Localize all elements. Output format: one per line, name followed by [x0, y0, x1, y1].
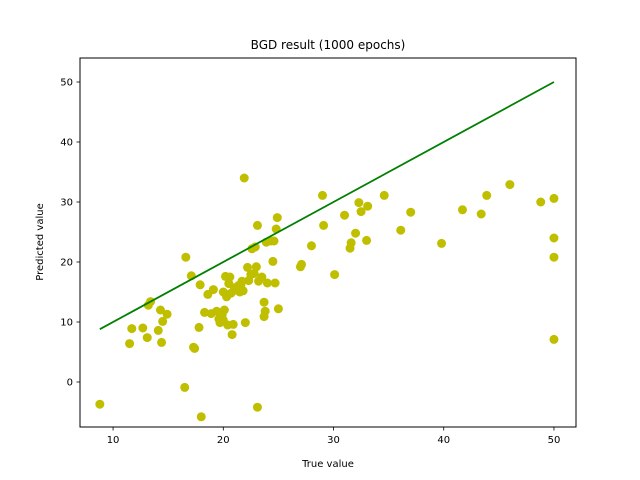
data-point — [181, 252, 191, 262]
data-point — [252, 220, 262, 230]
data-point — [138, 323, 148, 333]
data-point — [317, 190, 327, 200]
data-point — [356, 207, 366, 217]
data-point — [379, 190, 389, 200]
data-point — [95, 399, 105, 409]
data-point — [142, 333, 152, 343]
data-point — [243, 262, 253, 272]
data-point — [363, 201, 373, 211]
y-axis-label: Predicted value — [35, 203, 46, 280]
data-point — [549, 193, 559, 203]
y-tick-label: 10 — [60, 318, 73, 329]
y-tick-label: 40 — [60, 138, 73, 149]
data-point — [208, 285, 218, 295]
x-tick-label: 10 — [107, 435, 120, 446]
data-point — [362, 235, 372, 245]
data-point — [219, 305, 229, 315]
x-tick-label: 30 — [327, 435, 340, 446]
data-point — [252, 402, 262, 412]
x-axis-ticks: 10 20 30 40 50 — [107, 427, 561, 446]
data-point — [351, 228, 361, 238]
chart-title: BGD result (1000 epochs) — [251, 38, 406, 52]
data-point — [127, 324, 137, 334]
data-point — [190, 343, 200, 353]
data-point — [257, 272, 267, 282]
y-tick-label: 20 — [60, 258, 73, 269]
data-point — [250, 242, 260, 252]
data-point — [549, 233, 559, 243]
data-point — [476, 209, 486, 219]
data-point — [297, 259, 307, 269]
y-tick-label: 30 — [60, 198, 73, 209]
data-point — [536, 197, 546, 207]
data-point — [269, 236, 279, 246]
data-point — [272, 213, 282, 223]
data-point — [457, 205, 467, 215]
data-point — [306, 241, 316, 251]
data-point — [260, 306, 270, 316]
data-point — [237, 276, 247, 286]
data-points — [95, 173, 559, 422]
data-point — [262, 278, 272, 288]
data-point — [153, 325, 163, 335]
data-point — [346, 238, 356, 248]
data-point — [259, 297, 269, 307]
data-point — [268, 256, 278, 266]
y-tick-label: 0 — [67, 378, 73, 389]
data-point — [273, 304, 283, 314]
data-point — [330, 270, 340, 280]
data-point — [505, 180, 515, 190]
data-point — [157, 337, 167, 347]
data-point — [549, 334, 559, 344]
x-tick-label: 50 — [548, 435, 561, 446]
data-point — [125, 339, 135, 349]
data-point — [240, 318, 250, 328]
data-point — [396, 225, 406, 235]
x-tick-label: 40 — [437, 435, 450, 446]
data-point — [238, 286, 248, 296]
data-point — [228, 319, 238, 329]
data-point — [225, 272, 235, 282]
data-point — [162, 309, 172, 319]
data-point — [340, 210, 350, 220]
x-axis-label: True value — [301, 459, 354, 470]
data-point — [158, 316, 168, 326]
data-point — [482, 190, 492, 200]
x-tick-label: 20 — [217, 435, 230, 446]
data-point — [437, 238, 447, 248]
data-point — [196, 412, 206, 422]
reference-line — [99, 81, 555, 330]
data-point — [319, 220, 329, 230]
data-point — [239, 173, 249, 183]
data-point — [354, 198, 364, 208]
y-tick-label: 50 — [60, 78, 73, 89]
data-point — [270, 278, 280, 288]
data-point — [227, 330, 237, 340]
y-axis-ticks: 0 10 20 30 40 50 — [60, 78, 80, 389]
data-point — [251, 262, 261, 272]
plot-frame — [79, 57, 577, 428]
data-point — [406, 207, 416, 217]
data-point — [549, 252, 559, 262]
data-point — [180, 382, 190, 392]
reference-line-group — [99, 81, 555, 330]
data-point — [155, 305, 165, 315]
data-point — [195, 280, 205, 290]
data-point — [194, 322, 204, 332]
